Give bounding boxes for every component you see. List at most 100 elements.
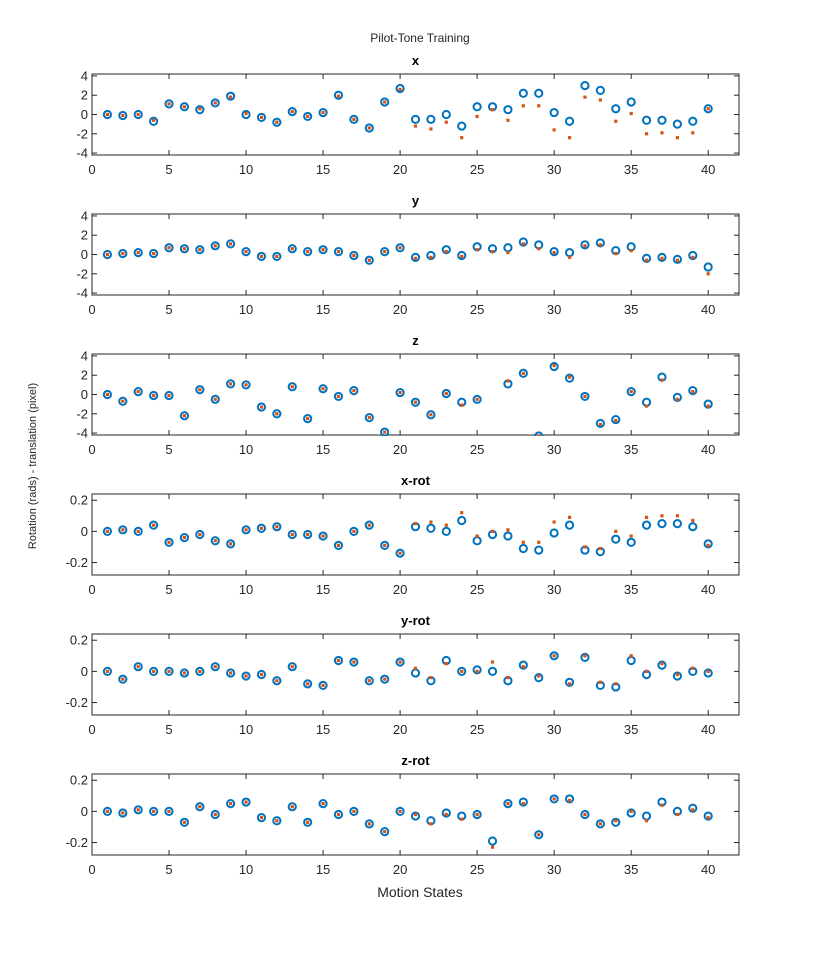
data-point-dot (105, 392, 110, 397)
data-point-dot (675, 136, 679, 140)
data-point-dot (706, 543, 710, 548)
data-point-dot (367, 523, 371, 527)
data-point-dot (691, 131, 695, 135)
data-point-dot (167, 540, 171, 544)
data-point-dot (306, 532, 310, 537)
data-point-dot (583, 545, 587, 549)
data-point-dot (229, 242, 233, 246)
data-point-dot (475, 534, 479, 538)
data-point-circle (703, 262, 713, 272)
data-point-circle (133, 387, 143, 397)
y-tick-label: -0.2 (66, 555, 88, 570)
data-point-circle (226, 91, 236, 101)
data-point-dot (352, 809, 356, 813)
data-point-circle (179, 411, 190, 421)
data-point-dot (306, 417, 310, 421)
data-point-dot (367, 822, 371, 826)
data-point-dot (537, 674, 541, 678)
data-point-dot (460, 136, 464, 140)
data-point-circle (195, 529, 205, 540)
x-tick-label: 5 (165, 722, 172, 737)
data-point-dot (460, 669, 464, 673)
data-point-dot (598, 422, 602, 426)
data-point-circle (688, 250, 698, 261)
data-point-dot (229, 95, 233, 99)
x-tick-label: 40 (701, 302, 715, 317)
data-point-dot (675, 672, 679, 677)
data-point-dot (644, 258, 649, 262)
data-point-dot (167, 102, 171, 106)
data-point-circle (380, 97, 390, 107)
data-point-dot (290, 665, 294, 669)
data-point-dot (182, 671, 187, 675)
data-point-circle (703, 539, 713, 549)
data-point-dot (167, 393, 171, 398)
data-point-dot (275, 254, 279, 259)
data-point-dot (706, 272, 710, 276)
data-point-dot (198, 107, 202, 111)
data-point-dot (336, 394, 341, 399)
data-point-dot (398, 246, 402, 250)
data-point-circle (703, 104, 713, 114)
data-point-dot (136, 808, 140, 812)
plot-area (91, 493, 740, 576)
x-tick-label: 0 (88, 302, 95, 317)
data-point-dot (398, 87, 402, 92)
data-point-circle (333, 809, 344, 820)
data-point-dot (229, 382, 233, 386)
y-tick-label: 0 (81, 387, 88, 402)
data-point-dot (352, 529, 356, 533)
data-point-circle (256, 523, 267, 533)
data-point-dot (644, 132, 649, 136)
data-point-dot (244, 111, 248, 116)
data-point-dot (567, 682, 572, 686)
data-point-circle (549, 794, 559, 804)
data-point-circle (549, 528, 559, 538)
plot-area (91, 73, 740, 156)
data-point-dot (583, 95, 587, 99)
data-point-dot (583, 394, 587, 399)
data-point-dot (336, 812, 341, 817)
data-point-dot (552, 797, 556, 801)
data-point-circle (657, 518, 667, 529)
data-point-dot (167, 246, 171, 250)
data-point-dot (444, 661, 448, 666)
data-point-dot (429, 676, 433, 680)
data-point-circle (657, 115, 667, 125)
y-tick-label: 2 (81, 88, 88, 103)
data-point-circle (226, 379, 236, 389)
data-point-circle (641, 115, 652, 125)
data-point-circle (333, 391, 344, 402)
data-point-circle (149, 666, 159, 676)
data-point-dot (413, 256, 418, 260)
data-point-dot (490, 660, 495, 664)
data-point-circle (395, 387, 405, 398)
data-point-dot (383, 430, 387, 434)
y-tick-label: 0 (81, 524, 88, 539)
data-point-circle (503, 531, 513, 541)
data-point-circle (534, 88, 544, 98)
data-point-circle (349, 526, 359, 536)
data-point-dot (290, 385, 294, 389)
data-point-dot (136, 112, 140, 117)
x-tick-label: 20 (393, 582, 407, 597)
data-point-circle (256, 112, 267, 122)
data-point-circle (210, 536, 220, 546)
data-point-dot (275, 412, 279, 416)
y-tick-label: 4 (81, 208, 88, 223)
data-point-circle (256, 813, 267, 823)
x-tick-label: 0 (88, 442, 95, 457)
subplot-title: x-rot (401, 473, 431, 488)
data-point-circle (549, 107, 559, 118)
data-point-dot (706, 107, 710, 111)
data-point-dot (105, 252, 110, 257)
data-point-circle (102, 806, 113, 816)
y-tick-label: 0 (81, 804, 88, 819)
data-point-dot (583, 654, 587, 658)
subplot-y: y 0 5 10 15 20 25 30 35 40 -4 -2 0 2 4 (76, 193, 740, 317)
data-point-dot (537, 104, 541, 108)
data-point-circle (195, 666, 205, 676)
data-point-circle (102, 109, 113, 120)
data-point-circle (241, 671, 251, 681)
